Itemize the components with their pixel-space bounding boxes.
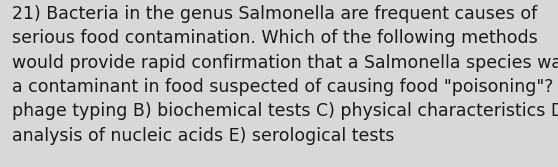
Text: 21) Bacteria in the genus Salmonella are frequent causes of
serious food contami: 21) Bacteria in the genus Salmonella are…: [12, 5, 558, 144]
